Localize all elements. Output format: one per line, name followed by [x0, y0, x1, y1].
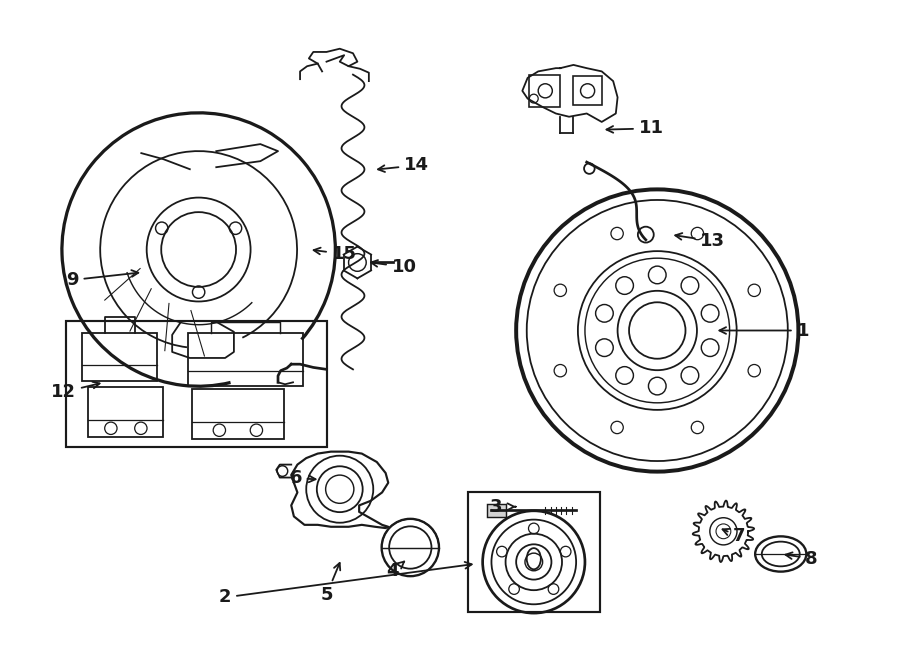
Bar — [67, 321, 327, 447]
Text: 8: 8 — [786, 549, 818, 568]
Bar — [529, 75, 560, 107]
Text: 10: 10 — [371, 258, 417, 276]
Text: 11: 11 — [607, 120, 663, 137]
Text: 4: 4 — [386, 561, 404, 580]
Bar — [573, 76, 602, 105]
Text: 3: 3 — [490, 498, 502, 516]
Text: 5: 5 — [320, 563, 340, 603]
Bar — [188, 333, 302, 387]
Text: 6: 6 — [290, 469, 316, 487]
Text: 12: 12 — [51, 382, 100, 401]
Bar — [82, 333, 158, 381]
Ellipse shape — [638, 227, 653, 243]
Text: 2: 2 — [219, 562, 472, 606]
Text: 7: 7 — [723, 527, 745, 545]
Text: 1: 1 — [719, 321, 809, 340]
Bar — [88, 387, 164, 438]
Text: 13: 13 — [675, 232, 725, 250]
Text: 9: 9 — [67, 270, 139, 289]
Text: 14: 14 — [378, 156, 429, 175]
Bar — [468, 492, 600, 612]
Text: 15: 15 — [313, 245, 356, 263]
Bar — [192, 389, 284, 440]
Bar — [487, 504, 507, 517]
